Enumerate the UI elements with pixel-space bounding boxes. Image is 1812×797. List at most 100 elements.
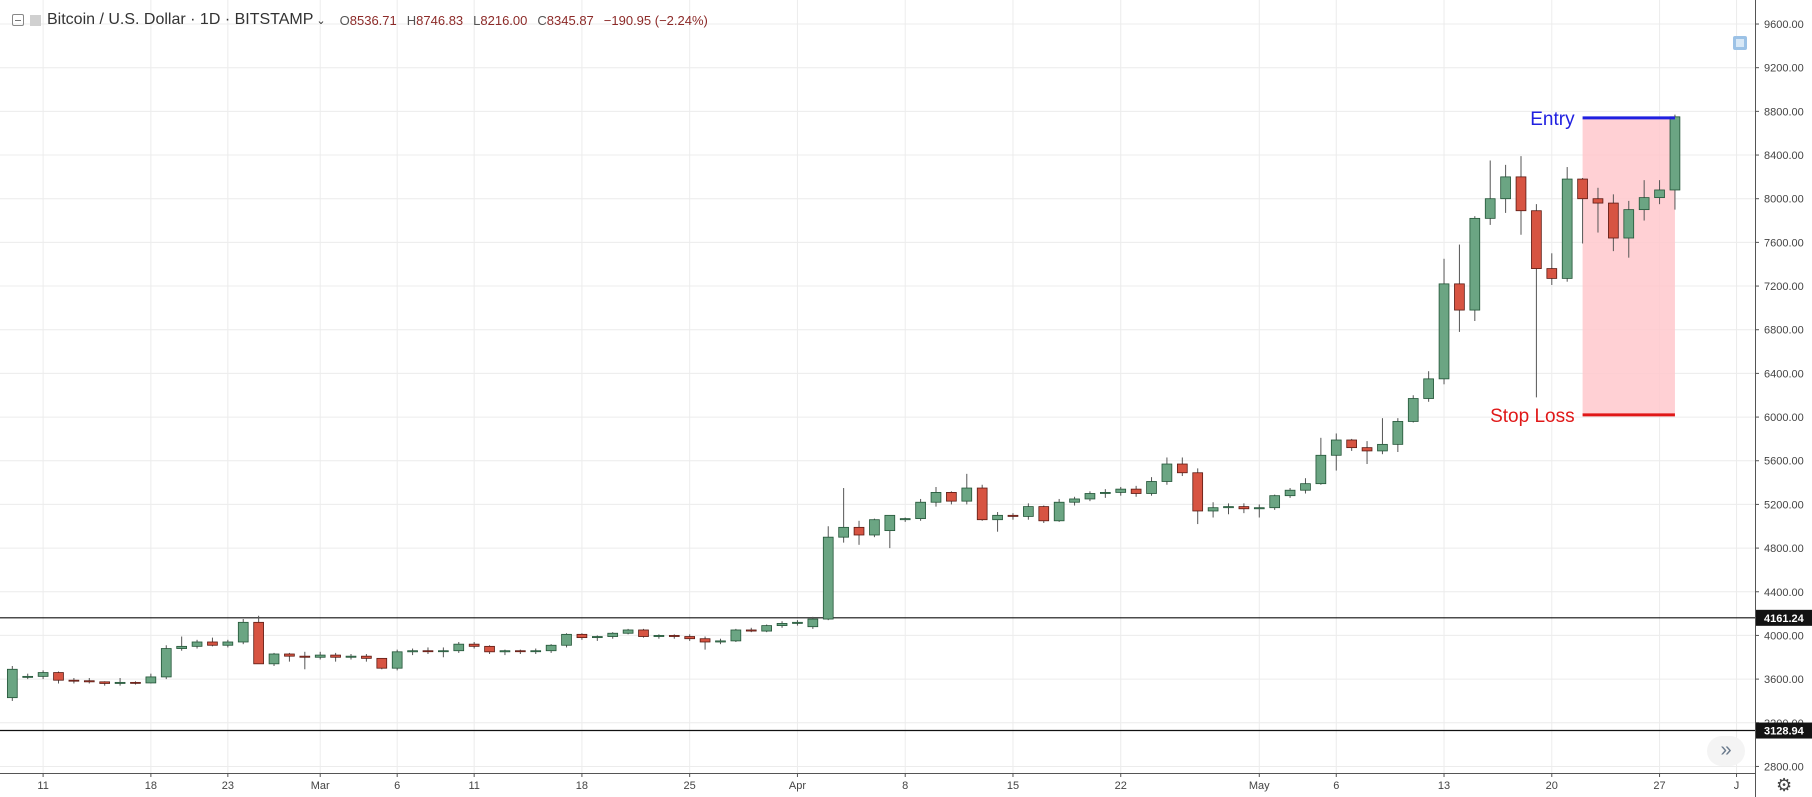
candle-body — [1454, 283, 1465, 311]
time-tick-label: 13 — [1438, 780, 1450, 792]
candle-body — [684, 636, 696, 640]
candle-body — [884, 514, 896, 532]
candle — [1546, 253, 1558, 285]
candle — [222, 639, 234, 648]
price-tick-label: 2800.00 — [1764, 761, 1804, 773]
candle-body — [1023, 506, 1034, 517]
candle-body — [1007, 514, 1019, 517]
candle-body — [1038, 506, 1050, 522]
candle — [130, 681, 141, 685]
candle — [253, 615, 264, 665]
candle-body — [1623, 209, 1635, 239]
candle-body — [1315, 454, 1327, 485]
candle-body — [191, 641, 203, 647]
level-badge-label: 4161.24 — [1764, 613, 1805, 625]
candle-body — [207, 641, 218, 646]
candle — [561, 633, 572, 648]
candle — [1315, 437, 1327, 485]
candle-body — [268, 653, 280, 665]
candle-body — [1238, 506, 1250, 510]
candle — [638, 628, 649, 638]
price-tick-label: 5200.00 — [1764, 499, 1804, 511]
symbol-title[interactable]: Bitcoin / U.S. Dollar · 1D · BITSTAMP — [47, 11, 314, 28]
candle — [1115, 486, 1127, 496]
candle-body — [1669, 116, 1681, 191]
candle-body — [1100, 492, 1111, 494]
candle — [1623, 200, 1635, 258]
scroll-to-realtime-button[interactable]: » — [1707, 736, 1745, 766]
candle — [191, 639, 203, 649]
candle-body — [992, 514, 1003, 521]
time-tick-label: 18 — [145, 780, 157, 792]
price-change: −190.95 (−2.24%) — [603, 12, 708, 28]
candle-body — [22, 675, 34, 678]
time-axis: 11 18 23 Mar 6 11 18 25 Apr 8 15 22 May 6 13 20 27 J — [37, 773, 1739, 792]
candle — [668, 634, 680, 639]
candle — [1223, 503, 1234, 515]
candle — [1500, 164, 1511, 213]
candle — [699, 636, 711, 650]
candle — [715, 638, 726, 645]
candle-body — [330, 654, 341, 658]
time-tick-label: 20 — [1546, 780, 1558, 792]
candle — [53, 671, 64, 684]
price-tick-label: 4400.00 — [1764, 587, 1804, 599]
price-tick-label: 6000.00 — [1764, 412, 1804, 424]
time-tick-label: 25 — [684, 780, 696, 792]
candle-body — [1407, 398, 1419, 422]
candle-body — [1592, 198, 1604, 204]
candle-body — [391, 651, 403, 669]
candle-body — [899, 518, 911, 521]
candle — [1007, 513, 1019, 520]
candle-body — [545, 644, 557, 652]
collapse-icon[interactable] — [12, 14, 24, 26]
time-tick-label: 11 — [37, 780, 48, 792]
candle-body — [1053, 501, 1065, 522]
candle-body — [1515, 176, 1527, 212]
candle-body — [792, 621, 803, 624]
ohlc-high: H8746.83 — [406, 12, 464, 28]
time-tick-label: 27 — [1653, 780, 1665, 792]
candle-body — [1531, 210, 1542, 269]
time-tick-label: Mar — [311, 780, 330, 792]
candle-body — [438, 650, 449, 653]
candle-body — [515, 650, 526, 653]
chevron-down-icon[interactable]: ⌄ — [316, 14, 326, 27]
candle — [1531, 204, 1542, 398]
candle — [499, 649, 511, 656]
ohlc-low: L8216.00 — [473, 12, 528, 28]
candle — [1592, 187, 1604, 233]
screenshot-icon[interactable] — [1733, 36, 1747, 50]
candle — [484, 645, 495, 654]
candle — [284, 652, 295, 662]
gear-icon[interactable]: ⚙ — [1776, 775, 1793, 795]
candle — [853, 520, 865, 545]
candle — [268, 652, 280, 667]
candle — [83, 678, 95, 684]
candle-body — [222, 641, 234, 646]
candle-body — [237, 621, 249, 643]
candle-body — [499, 650, 511, 653]
level-badge-label: 3128.94 — [1764, 726, 1805, 738]
candle-body — [822, 536, 834, 620]
candle-body — [1392, 421, 1404, 445]
candle — [299, 651, 311, 670]
candle-body — [653, 635, 665, 637]
candle-body — [176, 645, 187, 649]
candle — [730, 628, 742, 642]
candle-body — [345, 655, 357, 658]
candle — [407, 648, 418, 656]
price-tick-label: 8800.00 — [1764, 106, 1804, 118]
candle-body — [638, 629, 649, 637]
candle-body — [1346, 439, 1357, 449]
candle — [1438, 258, 1450, 385]
candle-body — [853, 526, 865, 536]
candle — [1207, 502, 1219, 518]
candle-body — [869, 519, 880, 536]
candle-body — [1500, 176, 1511, 200]
candle-body — [1654, 189, 1665, 199]
time-tick-label: 11 — [468, 780, 479, 792]
symbol-header: Bitcoin / U.S. Dollar · 1D · BITSTAMP ⌄ … — [0, 10, 708, 30]
